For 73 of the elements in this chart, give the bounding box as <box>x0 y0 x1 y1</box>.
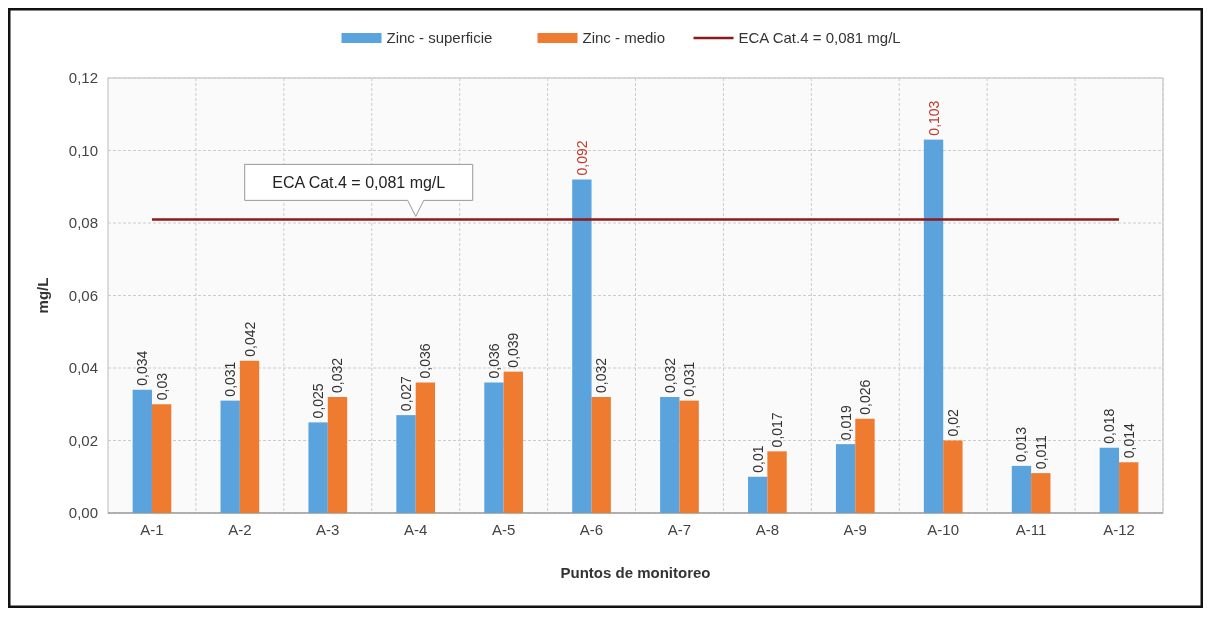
x-axis-title: Puntos de monitoreo <box>560 564 711 581</box>
bar <box>835 444 856 513</box>
bar <box>1011 465 1032 513</box>
bar <box>1099 447 1120 513</box>
y-tick-label: 0,02 <box>68 431 98 449</box>
data-label: 0,031 <box>681 361 698 397</box>
bar <box>327 397 348 513</box>
bar <box>767 451 787 513</box>
bar <box>151 404 172 513</box>
bar <box>1119 462 1139 513</box>
bar <box>679 400 699 513</box>
x-tick-label: A-1 <box>140 521 164 538</box>
data-label: 0,092 <box>573 140 590 176</box>
data-label: 0,039 <box>505 332 522 368</box>
bar <box>943 440 963 513</box>
data-label: 0,036 <box>485 343 502 379</box>
bar <box>484 382 504 513</box>
legend-label: Zinc - medio <box>582 29 666 47</box>
bar <box>503 371 523 513</box>
data-label: 0,103 <box>925 100 942 136</box>
bar <box>396 415 416 513</box>
x-tick-label: A-12 <box>1103 521 1135 538</box>
data-label: 0,017 <box>769 412 786 448</box>
data-label: 0,026 <box>856 379 873 415</box>
data-label: 0,01 <box>749 445 766 473</box>
data-label: 0,018 <box>1101 408 1118 444</box>
data-label: 0,031 <box>222 361 239 397</box>
bar <box>132 389 152 513</box>
data-label: 0,027 <box>398 375 415 412</box>
x-tick-label: A-9 <box>843 521 867 538</box>
data-label: 0,03 <box>153 372 170 401</box>
data-label: 0,013 <box>1013 426 1030 462</box>
x-tick-label: A-8 <box>755 521 780 538</box>
data-label: 0,032 <box>593 357 610 393</box>
y-tick-label: 0,00 <box>68 504 98 522</box>
y-tick-label: 0,12 <box>68 69 98 87</box>
bar <box>308 422 328 513</box>
annotation: ECA Cat.4 = 0,081 mg/L <box>272 174 446 192</box>
x-tick-label: A-10 <box>927 521 960 538</box>
bar <box>660 397 680 513</box>
data-label: 0,011 <box>1032 434 1049 470</box>
x-tick-label: A-11 <box>1015 521 1047 538</box>
data-label: 0,032 <box>661 357 678 393</box>
bar <box>855 418 875 513</box>
y-tick-label: 0,10 <box>68 141 98 159</box>
data-label: 0,034 <box>134 350 151 386</box>
x-tick-label: A-7 <box>667 521 692 538</box>
legend-label: ECA Cat.4 = 0,081 mg/L <box>738 29 901 47</box>
legend-label: Zinc - superficie <box>386 29 493 47</box>
data-label: 0,032 <box>329 357 346 393</box>
bar <box>220 400 240 513</box>
x-tick-label: A-2 <box>228 521 252 538</box>
x-tick-label: A-4 <box>404 521 428 538</box>
data-label: 0,02 <box>944 409 961 437</box>
y-tick-label: 0,06 <box>68 286 98 304</box>
x-tick-label: A-3 <box>316 521 340 538</box>
data-label: 0,025 <box>310 383 327 419</box>
data-label: 0,036 <box>417 343 434 379</box>
x-tick-label: A-5 <box>491 521 516 538</box>
data-label: 0,042 <box>241 321 258 357</box>
bar <box>1031 473 1051 513</box>
y-axis-title: mg/L <box>34 277 51 314</box>
bar <box>415 382 436 513</box>
y-tick-label: 0,08 <box>68 214 98 232</box>
bar <box>748 476 768 513</box>
bar <box>591 397 611 513</box>
bar <box>923 139 944 513</box>
y-tick-label: 0,04 <box>68 359 98 377</box>
x-tick-label: A-6 <box>579 521 604 538</box>
bar <box>572 179 592 513</box>
bar <box>239 360 260 513</box>
data-label: 0,019 <box>837 404 854 441</box>
data-label: 0,014 <box>1120 423 1137 459</box>
